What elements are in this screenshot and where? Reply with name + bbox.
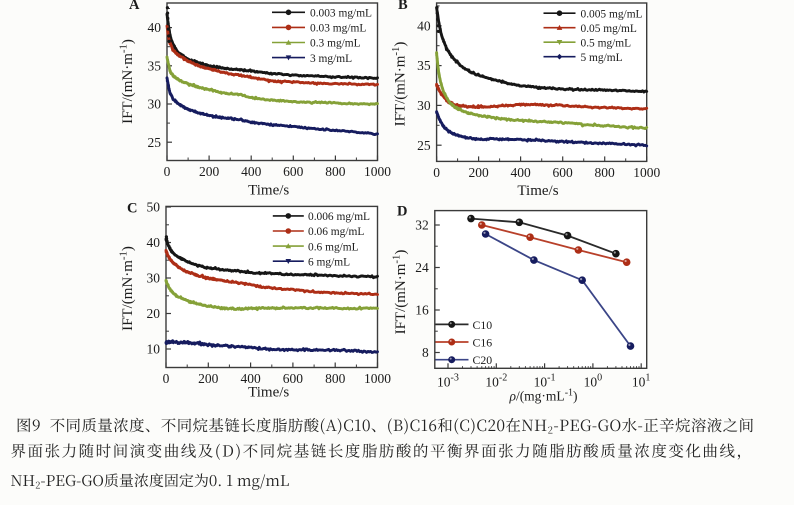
- svg-text:0.5 mg/mL: 0.5 mg/mL: [581, 37, 632, 49]
- svg-text:0: 0: [433, 165, 440, 180]
- svg-text:600: 600: [283, 371, 304, 386]
- svg-text:400: 400: [241, 164, 262, 179]
- svg-text:30: 30: [147, 271, 161, 286]
- svg-text:600: 600: [283, 164, 304, 179]
- svg-text:0.3 mg/mL: 0.3 mg/mL: [310, 38, 361, 50]
- svg-text:0.06 mg/mL: 0.06 mg/mL: [308, 226, 364, 238]
- svg-text:25: 25: [417, 138, 431, 153]
- svg-text:Time/s: Time/s: [248, 385, 289, 401]
- svg-text:3 mg/mL: 3 mg/mL: [310, 53, 352, 65]
- svg-text:C20: C20: [473, 353, 493, 367]
- svg-text:0.6 mg/mL: 0.6 mg/mL: [308, 241, 359, 253]
- svg-text:IFT/(mN·m-1): IFT/(mN·m-1): [117, 246, 136, 331]
- svg-text:400: 400: [240, 371, 261, 386]
- svg-text:16: 16: [415, 303, 429, 318]
- svg-text:600: 600: [553, 165, 574, 180]
- svg-text:20: 20: [147, 306, 161, 321]
- svg-text:D: D: [397, 204, 407, 220]
- svg-text:IFT/(mN·m-1): IFT/(mN·m-1): [390, 250, 409, 335]
- svg-text:B: B: [398, 0, 408, 13]
- svg-text:35: 35: [417, 58, 431, 73]
- svg-text:A: A: [129, 0, 140, 13]
- svg-text:6 mg/mL: 6 mg/mL: [308, 256, 350, 268]
- svg-text:40: 40: [147, 235, 161, 250]
- svg-text:Time/s: Time/s: [248, 183, 289, 199]
- svg-text:ρ/(mg·mL-1): ρ/(mg·mL-1): [508, 387, 577, 403]
- svg-text:10: 10: [147, 342, 161, 357]
- svg-text:1000: 1000: [364, 164, 391, 179]
- svg-text:1000: 1000: [364, 371, 391, 386]
- svg-text:0: 0: [163, 371, 170, 386]
- svg-text:0.006 mg/mL: 0.006 mg/mL: [308, 211, 370, 223]
- svg-text:200: 200: [468, 165, 489, 180]
- svg-text:C16: C16: [473, 335, 493, 349]
- svg-text:C: C: [127, 201, 137, 217]
- svg-text:800: 800: [595, 165, 616, 180]
- svg-text:200: 200: [198, 371, 219, 386]
- svg-text:40: 40: [148, 20, 162, 35]
- svg-text:IFT/(mN·m-1): IFT/(mN·m-1): [117, 39, 136, 124]
- svg-text:1000: 1000: [633, 165, 660, 180]
- svg-text:Time/s: Time/s: [517, 183, 558, 199]
- svg-text:24: 24: [415, 260, 429, 275]
- svg-text:40: 40: [417, 18, 431, 33]
- svg-text:30: 30: [148, 97, 162, 112]
- svg-text:C10: C10: [473, 318, 493, 332]
- svg-text:25: 25: [148, 135, 162, 150]
- svg-text:IFT/(mN·m-1): IFT/(mN·m-1): [390, 42, 409, 127]
- svg-text:0.003 mg/mL: 0.003 mg/mL: [310, 8, 372, 20]
- svg-text:200: 200: [199, 164, 220, 179]
- svg-text:5 mg/mL: 5 mg/mL: [581, 52, 623, 64]
- svg-text:0: 0: [164, 164, 171, 179]
- svg-text:32: 32: [415, 218, 429, 233]
- svg-text:400: 400: [511, 165, 532, 180]
- svg-text:8: 8: [422, 345, 429, 360]
- svg-text:35: 35: [148, 58, 162, 73]
- svg-text:0.03 mg/mL: 0.03 mg/mL: [310, 23, 366, 35]
- svg-text:800: 800: [325, 371, 346, 386]
- svg-text:50: 50: [147, 200, 161, 215]
- svg-text:0.05 mg/mL: 0.05 mg/mL: [581, 23, 637, 35]
- svg-text:800: 800: [325, 164, 346, 179]
- svg-text:0.005 mg/mL: 0.005 mg/mL: [581, 8, 643, 20]
- svg-text:30: 30: [417, 98, 431, 113]
